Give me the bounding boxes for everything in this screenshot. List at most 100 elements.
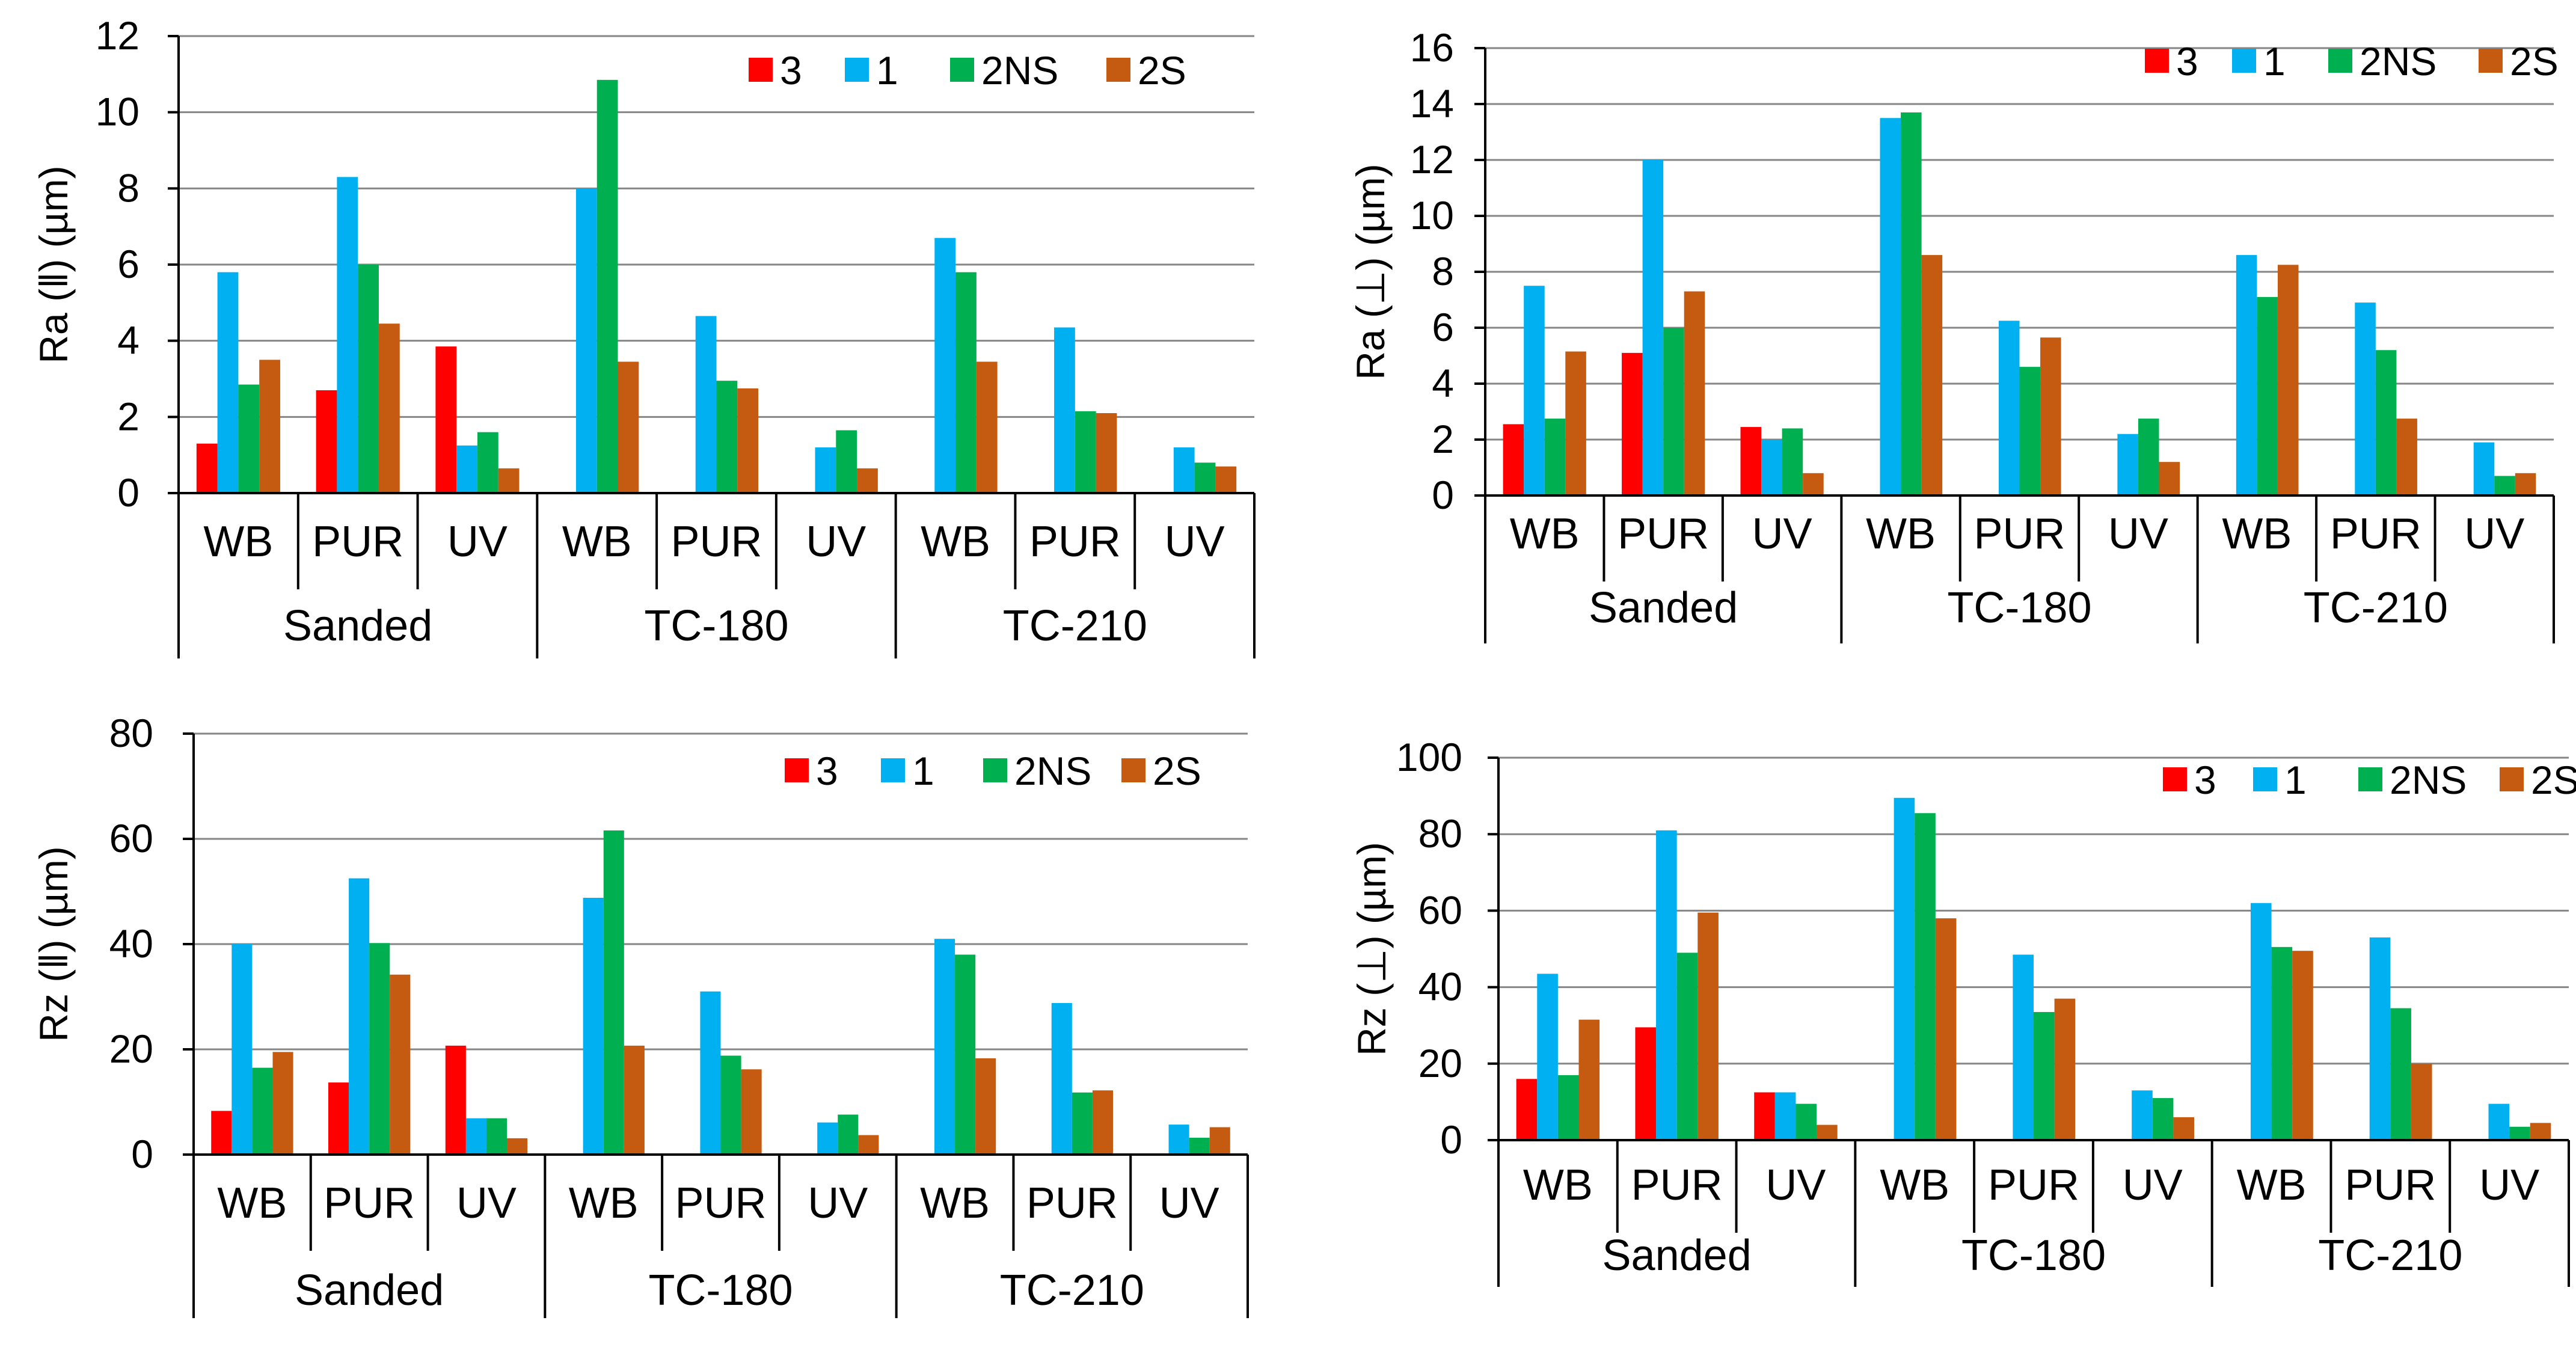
legend-swatch-1 xyxy=(2232,49,2256,73)
legend-label-3: 3 xyxy=(2194,758,2216,802)
legend-swatch-1 xyxy=(881,758,905,782)
bar-series-1-wb xyxy=(934,238,956,493)
x-group-label: TC-180 xyxy=(648,1266,793,1315)
legend-label-1: 1 xyxy=(876,48,898,93)
legend-label-1: 1 xyxy=(2284,758,2307,802)
x-group-label: TC-180 xyxy=(1961,1232,2106,1280)
x-category-label: WB xyxy=(203,518,273,566)
legend-label-2s: 2S xyxy=(1138,48,1186,93)
x-category-label: WB xyxy=(920,1179,990,1227)
bar-series-2s-uv xyxy=(2530,1123,2551,1140)
legend-swatch-1 xyxy=(2253,767,2277,791)
legend-label-2s: 2S xyxy=(2531,758,2576,802)
y-tick-label: 12 xyxy=(1410,137,1454,182)
legend-swatch-2s xyxy=(2500,767,2524,791)
bar-series-1-wb xyxy=(583,898,604,1155)
chart-rz-parallel-svg: 0 20 40 60 80 Rz (ǁ) (µm) WB PUR UV WB PUR UV WB PUR U… xyxy=(31,711,1249,1318)
bar-series-1-uv xyxy=(1173,447,1195,493)
x-category-label: WB xyxy=(2237,1161,2307,1209)
bar-series-2ns-pur xyxy=(369,943,390,1155)
y-tick-label: 0 xyxy=(1432,473,1454,517)
x-category-label: UV xyxy=(456,1179,517,1227)
y-tick-label: 6 xyxy=(117,242,140,286)
bar-series-2s-uv xyxy=(857,468,878,493)
legend-swatch-3 xyxy=(785,758,809,782)
bar-series-2ns-uv xyxy=(2152,1098,2174,1140)
bar-series-2s-wb xyxy=(1565,351,1586,496)
bar-series-1-pur xyxy=(1656,830,1677,1140)
bar-series-3-pur xyxy=(1635,1027,1657,1140)
x-category-label: WB xyxy=(569,1179,639,1227)
bar-series-2s-uv xyxy=(858,1135,879,1155)
bar-series-2s-wb xyxy=(618,361,639,493)
y-tick-label: 8 xyxy=(117,165,140,210)
bar-series-2s-pur xyxy=(1684,291,1705,496)
bar-series-1-wb xyxy=(1524,286,1545,496)
y-tick-label: 100 xyxy=(1396,735,1462,779)
x-group-label: TC-210 xyxy=(1000,1266,1144,1315)
bar-series-3-pur xyxy=(328,1082,349,1155)
bar-series-1-uv xyxy=(1774,1092,1796,1140)
legend-swatch-2ns xyxy=(950,58,974,82)
x-group-label: TC-180 xyxy=(1947,584,2091,632)
legend-swatch-2s xyxy=(1121,758,1145,782)
legend-label-3: 3 xyxy=(780,48,802,93)
bar-series-2ns-uv xyxy=(1782,428,1803,496)
bar-series-1-wb xyxy=(934,939,955,1155)
x-category-label: WB xyxy=(2222,510,2292,558)
bar-series-2ns-uv xyxy=(1189,1138,1210,1155)
bar-series-2ns-pur xyxy=(2034,1011,2055,1140)
y-tick-label: 40 xyxy=(109,921,153,966)
bar-series-1-pur xyxy=(2013,954,2034,1140)
y-tick-label: 6 xyxy=(1432,305,1454,349)
chart-ra-parallel: 0 2 4 6 8 10 12 Ra (ǁ) (µm) WB PUR UV WB PUR UV WB PUR U… xyxy=(0,0,1288,674)
bar-series-2s-uv xyxy=(2173,1117,2194,1140)
bar-series-1-wb xyxy=(217,272,239,493)
bar-series-1-uv xyxy=(1168,1125,1189,1155)
y-tick-label: 80 xyxy=(1418,811,1462,856)
bar-series-2ns-wb xyxy=(955,272,977,493)
bar-series-2ns-pur xyxy=(1676,953,1698,1140)
x-category-label: PUR xyxy=(675,1179,766,1227)
bar-series-2ns-wb xyxy=(596,79,618,494)
legend-swatch-2ns xyxy=(983,758,1007,782)
chart-ra-parallel-svg: 0 2 4 6 8 10 12 Ra (ǁ) (µm) WB PUR UV WB PUR UV WB PUR U… xyxy=(31,13,1256,658)
y-tick-label: 10 xyxy=(96,90,140,134)
chart-rz-perpendicular: 0 20 40 60 80 100 Rz (⊥) (µm) WB PUR UV WB PUR UV WB P… xyxy=(1288,674,2576,1347)
legend-swatch-2ns xyxy=(2358,767,2382,791)
bar-series-1-wb xyxy=(1537,974,1558,1140)
legend-label-1: 1 xyxy=(912,749,934,793)
legend-label-2s: 2S xyxy=(1153,749,1201,793)
y-tick-label: 20 xyxy=(1418,1041,1462,1085)
bar-series-1-pur xyxy=(2355,302,2376,496)
legend-label-2ns: 2NS xyxy=(2390,758,2467,802)
bar-series-2s-pur xyxy=(2054,998,2076,1140)
x-category-label: WB xyxy=(217,1179,287,1227)
bar-series-2s-wb xyxy=(2277,265,2299,496)
bar-series-2ns-wb xyxy=(1544,419,1566,496)
bar-series-1-wb xyxy=(2236,255,2257,496)
x-category-label: UV xyxy=(2479,1161,2539,1209)
x-category-label: UV xyxy=(2464,510,2524,558)
bar-series-3-wb xyxy=(1516,1079,1538,1140)
legend-swatch-3 xyxy=(2145,49,2169,73)
y-tick-label: 2 xyxy=(1432,417,1454,461)
y-tick-label: 60 xyxy=(1418,888,1462,932)
x-category-label: UV xyxy=(1752,510,1812,558)
bar-series-2s-wb xyxy=(259,360,280,493)
x-category-label: UV xyxy=(806,518,866,566)
bar-series-2s-uv xyxy=(2515,473,2536,496)
y-tick-label: 8 xyxy=(1432,249,1454,293)
bar-series-2ns-pur xyxy=(358,265,379,493)
legend-label-3: 3 xyxy=(816,749,838,793)
legend-swatch-3 xyxy=(2163,767,2187,791)
bar-series-2s-pur xyxy=(1096,413,1117,493)
bar-series-2ns-wb xyxy=(955,954,976,1155)
y-tick-label: 0 xyxy=(117,470,140,515)
bar-series-2s-pur xyxy=(737,388,759,493)
x-category-label: UV xyxy=(447,518,508,566)
x-category-label: PUR xyxy=(312,518,403,566)
bar-series-2ns-wb xyxy=(2271,947,2293,1140)
x-group-label: Sanded xyxy=(1602,1232,1752,1280)
legend-swatch-1 xyxy=(845,58,869,82)
